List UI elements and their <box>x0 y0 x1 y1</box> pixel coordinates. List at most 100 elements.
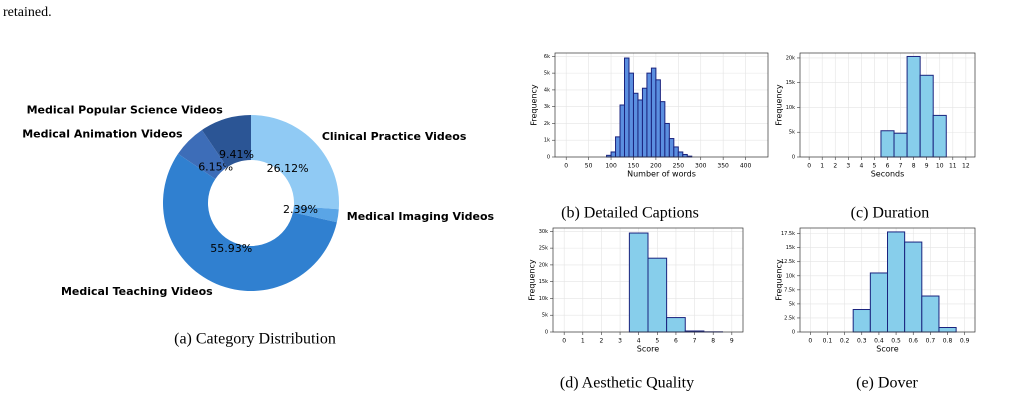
y-tick-label: 0 <box>545 330 548 336</box>
x-tick-label: 6 <box>886 163 890 170</box>
y-tick-label: 1k <box>544 138 550 144</box>
y-tick-label: 12.5k <box>781 259 795 265</box>
x-tick-label: 5 <box>873 163 877 170</box>
plot-frame <box>552 227 744 333</box>
x-tick-label: 400 <box>740 163 752 170</box>
histogram-bar <box>938 327 957 333</box>
histogram-bar <box>893 132 908 158</box>
x-tick-label: 50 <box>585 163 593 170</box>
x-tick-label: 3 <box>618 338 622 345</box>
histogram-bar <box>664 122 670 158</box>
histogram-bar <box>677 151 684 158</box>
y-tick-label: 5k <box>789 130 795 136</box>
x-tick-label: 0.1 <box>823 338 833 345</box>
x-tick-label: 0.7 <box>926 338 936 345</box>
x-axis-label: Score <box>876 345 898 354</box>
donut-slice <box>178 129 228 179</box>
histogram-bar <box>673 146 679 158</box>
histogram-bar <box>869 272 889 333</box>
histogram-bar <box>637 99 643 158</box>
histogram-bar <box>655 79 661 158</box>
x-tick-label: 7 <box>693 338 697 345</box>
caption: (e) Dover <box>856 375 918 392</box>
plot-frame <box>799 227 976 333</box>
x-tick-label: 9 <box>730 338 734 345</box>
y-tick-label: 15k <box>786 80 795 86</box>
histogram-bar <box>919 74 934 158</box>
y-tick-label: 2.5k <box>784 315 795 321</box>
x-tick-label: 150 <box>628 163 640 170</box>
y-axis-label: Frequency <box>775 84 784 126</box>
y-tick-label: 0 <box>792 155 795 161</box>
x-tick-label: 8 <box>912 163 916 170</box>
x-axis-label: Score <box>637 345 659 354</box>
y-tick-label: 30k <box>539 229 548 235</box>
y-tick-label: 3k <box>544 104 550 110</box>
y-tick-label: 0 <box>792 330 795 336</box>
y-tick-label: 6k <box>544 54 550 60</box>
histogram-bar <box>650 67 657 158</box>
y-tick-label: 15k <box>539 279 548 285</box>
histogram-bar <box>880 130 895 158</box>
histogram-bar <box>615 136 621 158</box>
y-tick-label: 10k <box>786 105 795 111</box>
y-tick-label: 17.5k <box>781 231 795 237</box>
x-axis-label: Seconds <box>871 170 905 179</box>
x-tick-label: 8 <box>711 338 715 345</box>
donut-slice <box>292 206 339 223</box>
histogram-bar <box>659 101 666 158</box>
y-tick-label: 10k <box>786 273 795 279</box>
histogram-bar <box>646 72 652 158</box>
percent-label: 55.93% <box>210 242 252 255</box>
x-tick-label: 7 <box>899 163 903 170</box>
histogram-bar <box>628 232 649 333</box>
x-tick-label: 0.9 <box>960 338 970 345</box>
percent-label: 26.12% <box>267 162 309 175</box>
slice-label: Medical Imaging Videos <box>347 210 495 223</box>
x-tick-label: 0.2 <box>840 338 850 345</box>
y-tick-label: 0 <box>547 155 550 161</box>
y-tick-label: 4k <box>544 87 550 93</box>
y-tick-label: 10k <box>539 296 548 302</box>
percent-label: 9.41% <box>219 148 254 161</box>
x-tick-label: 2 <box>600 338 604 345</box>
x-tick-label: 3 <box>846 163 850 170</box>
x-tick-label: 0.8 <box>943 338 953 345</box>
histogram-bar <box>668 138 675 158</box>
histogram-bar <box>647 257 668 333</box>
donut-slice <box>251 115 340 210</box>
histogram-bar <box>932 114 947 158</box>
histogram-bar <box>624 57 630 158</box>
y-tick-label: 7.5k <box>784 287 795 293</box>
x-tick-label: 0 <box>807 163 811 170</box>
y-tick-label: 15k <box>786 245 795 251</box>
histogram-bar <box>632 92 639 158</box>
x-tick-label: 4 <box>637 338 641 345</box>
slice-label: Medical Teaching Videos <box>61 285 213 298</box>
y-tick-label: 20k <box>786 55 795 61</box>
y-tick-label: 20k <box>539 262 548 268</box>
percent-label: 2.39% <box>283 203 318 216</box>
slice-label: Medical Popular Science Videos <box>27 103 224 116</box>
histogram-bar <box>619 104 626 158</box>
y-axis-label: Frequency <box>530 84 539 126</box>
x-tick-label: 0 <box>564 163 568 170</box>
x-tick-label: 0.4 <box>874 338 884 345</box>
x-tick-label: 9 <box>925 163 929 170</box>
x-tick-label: 250 <box>673 163 685 170</box>
x-tick-label: 0 <box>808 338 812 345</box>
x-tick-label: 11 <box>949 163 957 170</box>
donut-slice <box>162 153 337 292</box>
x-tick-label: 1 <box>581 338 585 345</box>
histogram-bar <box>682 153 688 158</box>
histogram-bar <box>904 241 923 333</box>
x-tick-label: 4 <box>859 163 863 170</box>
x-tick-label: 100 <box>605 163 617 170</box>
caption: (a) Category Distribution <box>174 331 336 348</box>
histogram-bar <box>906 55 921 158</box>
y-tick-label: 2k <box>544 121 550 127</box>
slice-label: Medical Animation Videos <box>22 127 183 140</box>
y-tick-label: 25k <box>539 246 548 252</box>
x-tick-label: 0.3 <box>857 338 867 345</box>
